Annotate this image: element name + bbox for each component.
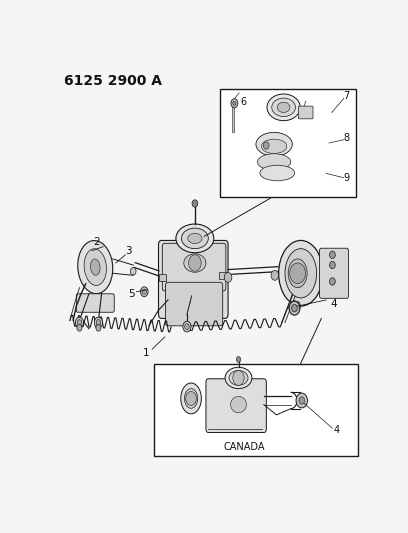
Text: 7: 7 <box>344 91 350 101</box>
Circle shape <box>233 370 244 385</box>
Circle shape <box>290 263 306 284</box>
Ellipse shape <box>285 248 317 298</box>
Circle shape <box>142 289 146 294</box>
Circle shape <box>185 324 189 329</box>
Circle shape <box>186 391 197 406</box>
Ellipse shape <box>256 132 292 156</box>
Circle shape <box>94 317 102 328</box>
Circle shape <box>77 320 82 326</box>
FancyBboxPatch shape <box>319 248 348 298</box>
Ellipse shape <box>267 94 300 120</box>
Ellipse shape <box>182 228 208 248</box>
Circle shape <box>330 251 335 259</box>
Text: CANADA: CANADA <box>223 442 265 452</box>
Ellipse shape <box>184 389 198 408</box>
Text: 5: 5 <box>129 289 135 299</box>
Circle shape <box>224 272 232 282</box>
Circle shape <box>236 357 241 362</box>
Ellipse shape <box>272 98 295 117</box>
Circle shape <box>299 397 305 404</box>
Text: 9: 9 <box>344 173 350 183</box>
Ellipse shape <box>262 139 287 154</box>
Ellipse shape <box>229 370 248 385</box>
Text: 4: 4 <box>331 299 337 309</box>
Text: 6125 2900 A: 6125 2900 A <box>64 74 162 88</box>
Circle shape <box>289 301 300 315</box>
FancyBboxPatch shape <box>76 294 114 312</box>
Circle shape <box>296 393 308 408</box>
FancyBboxPatch shape <box>299 106 313 119</box>
Ellipse shape <box>231 397 246 413</box>
Ellipse shape <box>257 154 291 170</box>
Text: 3: 3 <box>125 246 132 256</box>
Circle shape <box>183 321 191 332</box>
Circle shape <box>75 317 84 328</box>
Ellipse shape <box>78 240 113 294</box>
Text: 2: 2 <box>93 238 100 247</box>
Circle shape <box>140 287 148 297</box>
Ellipse shape <box>225 367 252 389</box>
Circle shape <box>330 278 335 285</box>
Circle shape <box>263 142 269 149</box>
Text: 8: 8 <box>344 133 350 142</box>
Ellipse shape <box>288 259 307 288</box>
Bar <box>154 364 358 456</box>
FancyBboxPatch shape <box>166 282 223 326</box>
Circle shape <box>96 320 101 326</box>
Text: 1: 1 <box>142 348 149 358</box>
Ellipse shape <box>188 233 202 244</box>
Ellipse shape <box>260 165 295 181</box>
Polygon shape <box>288 301 301 311</box>
Bar <box>220 88 356 197</box>
Circle shape <box>96 325 101 331</box>
Circle shape <box>330 261 335 269</box>
FancyBboxPatch shape <box>162 243 226 291</box>
FancyBboxPatch shape <box>206 379 266 432</box>
Circle shape <box>233 101 236 106</box>
FancyBboxPatch shape <box>158 240 228 318</box>
Ellipse shape <box>91 259 100 275</box>
Circle shape <box>271 270 279 280</box>
Bar <box>158 274 166 281</box>
Ellipse shape <box>184 254 206 272</box>
Circle shape <box>292 304 297 312</box>
Circle shape <box>231 99 238 108</box>
Bar <box>219 272 226 279</box>
Ellipse shape <box>84 249 106 286</box>
Text: 6: 6 <box>240 96 246 107</box>
Circle shape <box>192 200 198 207</box>
Ellipse shape <box>181 383 202 414</box>
Ellipse shape <box>279 240 323 306</box>
Ellipse shape <box>277 102 290 112</box>
Ellipse shape <box>176 224 214 253</box>
Circle shape <box>77 325 82 331</box>
Circle shape <box>131 268 136 275</box>
Circle shape <box>188 255 201 271</box>
Text: 4: 4 <box>333 425 339 435</box>
Bar <box>232 106 234 132</box>
